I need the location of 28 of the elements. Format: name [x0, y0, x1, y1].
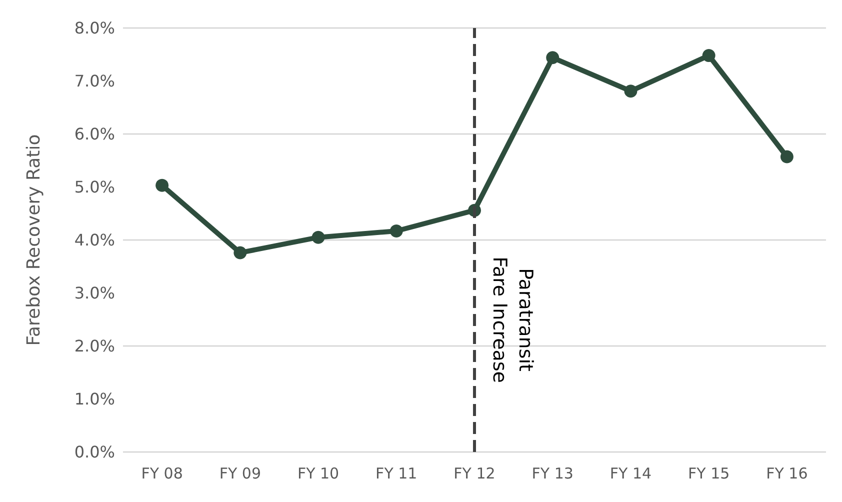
y-tick-label: 7.0%: [74, 72, 115, 90]
point: [546, 51, 560, 64]
x-tick-label: FY 13: [532, 464, 574, 482]
y-tick-label: 0.0%: [74, 442, 115, 462]
x-tick-label: FY 14: [610, 464, 652, 482]
y-tick-label: 8.0%: [74, 18, 115, 38]
x-tick-label: FY 09: [219, 464, 261, 482]
point: [624, 84, 638, 98]
ref-line-label: Paratransit Fare Increase: [488, 256, 536, 383]
point: [312, 230, 325, 244]
y-tick-label: 4.0%: [74, 230, 115, 250]
x-tick-label: FY 12: [454, 464, 496, 482]
point: [234, 246, 247, 260]
x-tick-label: FY 08: [141, 464, 183, 482]
point: [390, 224, 403, 238]
point: [702, 49, 716, 62]
y-tick-label: 5.0%: [74, 178, 115, 196]
x-tick-label: FY 10: [297, 464, 340, 482]
x-tick-label: FY 15: [688, 464, 730, 482]
y-tick-label: 1.0%: [74, 390, 115, 408]
x-tick-label: FY 11: [376, 464, 418, 482]
y-axis-title: Farebox Recovery Ratio: [24, 134, 44, 346]
y-tick-label: 3.0%: [74, 284, 115, 302]
point: [780, 150, 794, 164]
point: [156, 178, 169, 192]
x-tick-label: FY 16: [766, 464, 808, 482]
y-tick-label: 6.0%: [74, 124, 115, 144]
y-tick-label: 2.0%: [74, 336, 115, 356]
